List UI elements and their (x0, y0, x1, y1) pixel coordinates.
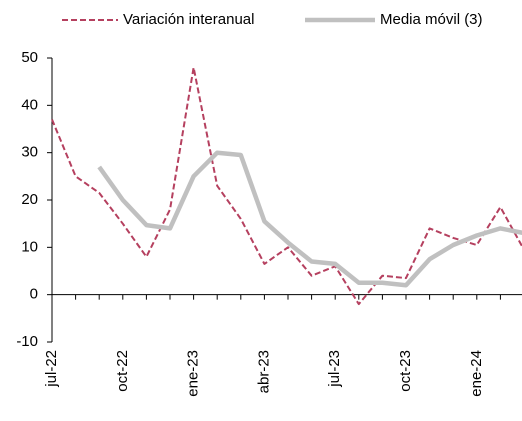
y-tick-label: -10 (16, 333, 38, 350)
y-tick-label: 10 (21, 238, 38, 255)
x-tick-label: jul-23 (326, 350, 343, 388)
y-tick-label: 20 (21, 191, 38, 208)
y-tick-label: 30 (21, 144, 38, 161)
x-tick-label: jul-22 (43, 350, 60, 388)
legend-label: Variación interanual (123, 11, 254, 28)
y-tick-label: 40 (21, 96, 38, 113)
x-tick-label: oct-23 (397, 350, 414, 392)
x-tick-label: oct-22 (114, 350, 131, 392)
y-tick-label: 50 (21, 49, 38, 66)
series-line (97, 150, 522, 288)
legend-label: Media móvil (3) (380, 11, 483, 28)
x-tick-label: ene-24 (468, 350, 485, 397)
x-tick-label: abr-23 (255, 350, 272, 393)
y-tick-label: 0 (30, 286, 38, 303)
series-line (51, 66, 522, 306)
x-tick-label: ene-23 (185, 350, 202, 397)
